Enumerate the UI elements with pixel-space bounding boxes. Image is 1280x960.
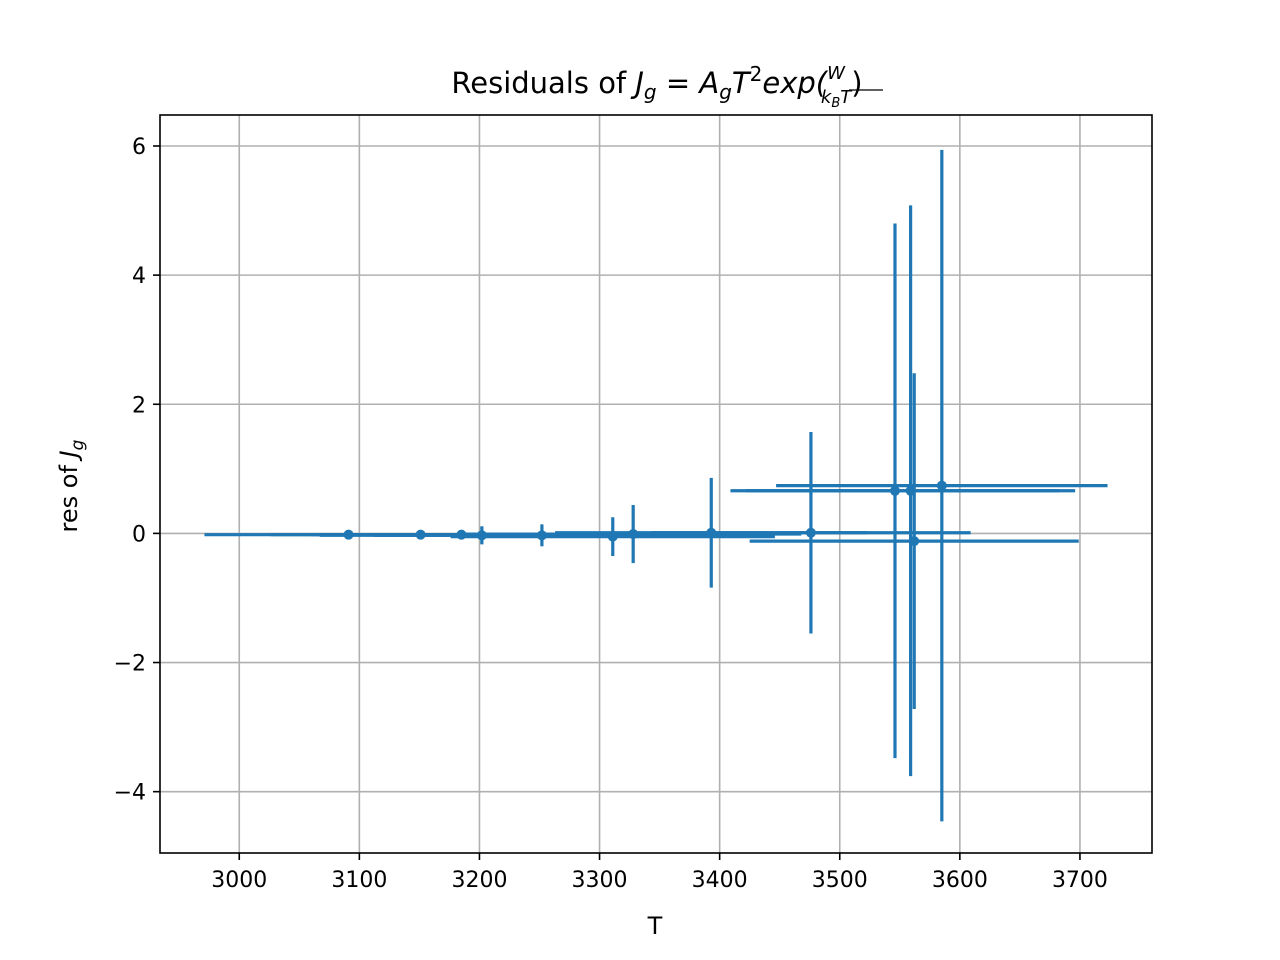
y-tick-label: −2 xyxy=(114,652,146,677)
x-tick-label: 3600 xyxy=(932,868,988,893)
error-bars xyxy=(204,149,1108,822)
y-tick-label: 4 xyxy=(132,264,146,289)
data-point xyxy=(805,527,816,538)
x-tick-label: 3400 xyxy=(692,868,748,893)
y-tick-label: 6 xyxy=(132,135,146,160)
x-tick-label: 3100 xyxy=(331,868,387,893)
data-point xyxy=(909,536,920,547)
y-axis-ticks: −4 −2 0 2 4 6 xyxy=(114,135,160,806)
x-axis-label: T xyxy=(647,912,663,940)
x-tick-label: 3000 xyxy=(211,868,267,893)
x-tick-label: 3200 xyxy=(451,868,507,893)
grid xyxy=(160,115,1152,853)
y-tick-label: 0 xyxy=(132,522,146,547)
y-axis-label: res of Jg xyxy=(55,439,88,532)
data-point xyxy=(936,480,947,491)
plot-frame xyxy=(159,114,1153,854)
x-tick-label: 3700 xyxy=(1052,868,1108,893)
x-axis-ticks: 3000 3100 3200 3300 3400 3500 3600 3700 xyxy=(211,853,1108,893)
y-tick-label: 2 xyxy=(132,393,146,418)
x-tick-label: 3300 xyxy=(572,868,628,893)
x-tick-label: 3500 xyxy=(812,868,868,893)
chart-title: Residuals of Jg = AgT2exp(W kBT) xyxy=(451,62,862,111)
y-tick-label: −4 xyxy=(114,781,146,806)
